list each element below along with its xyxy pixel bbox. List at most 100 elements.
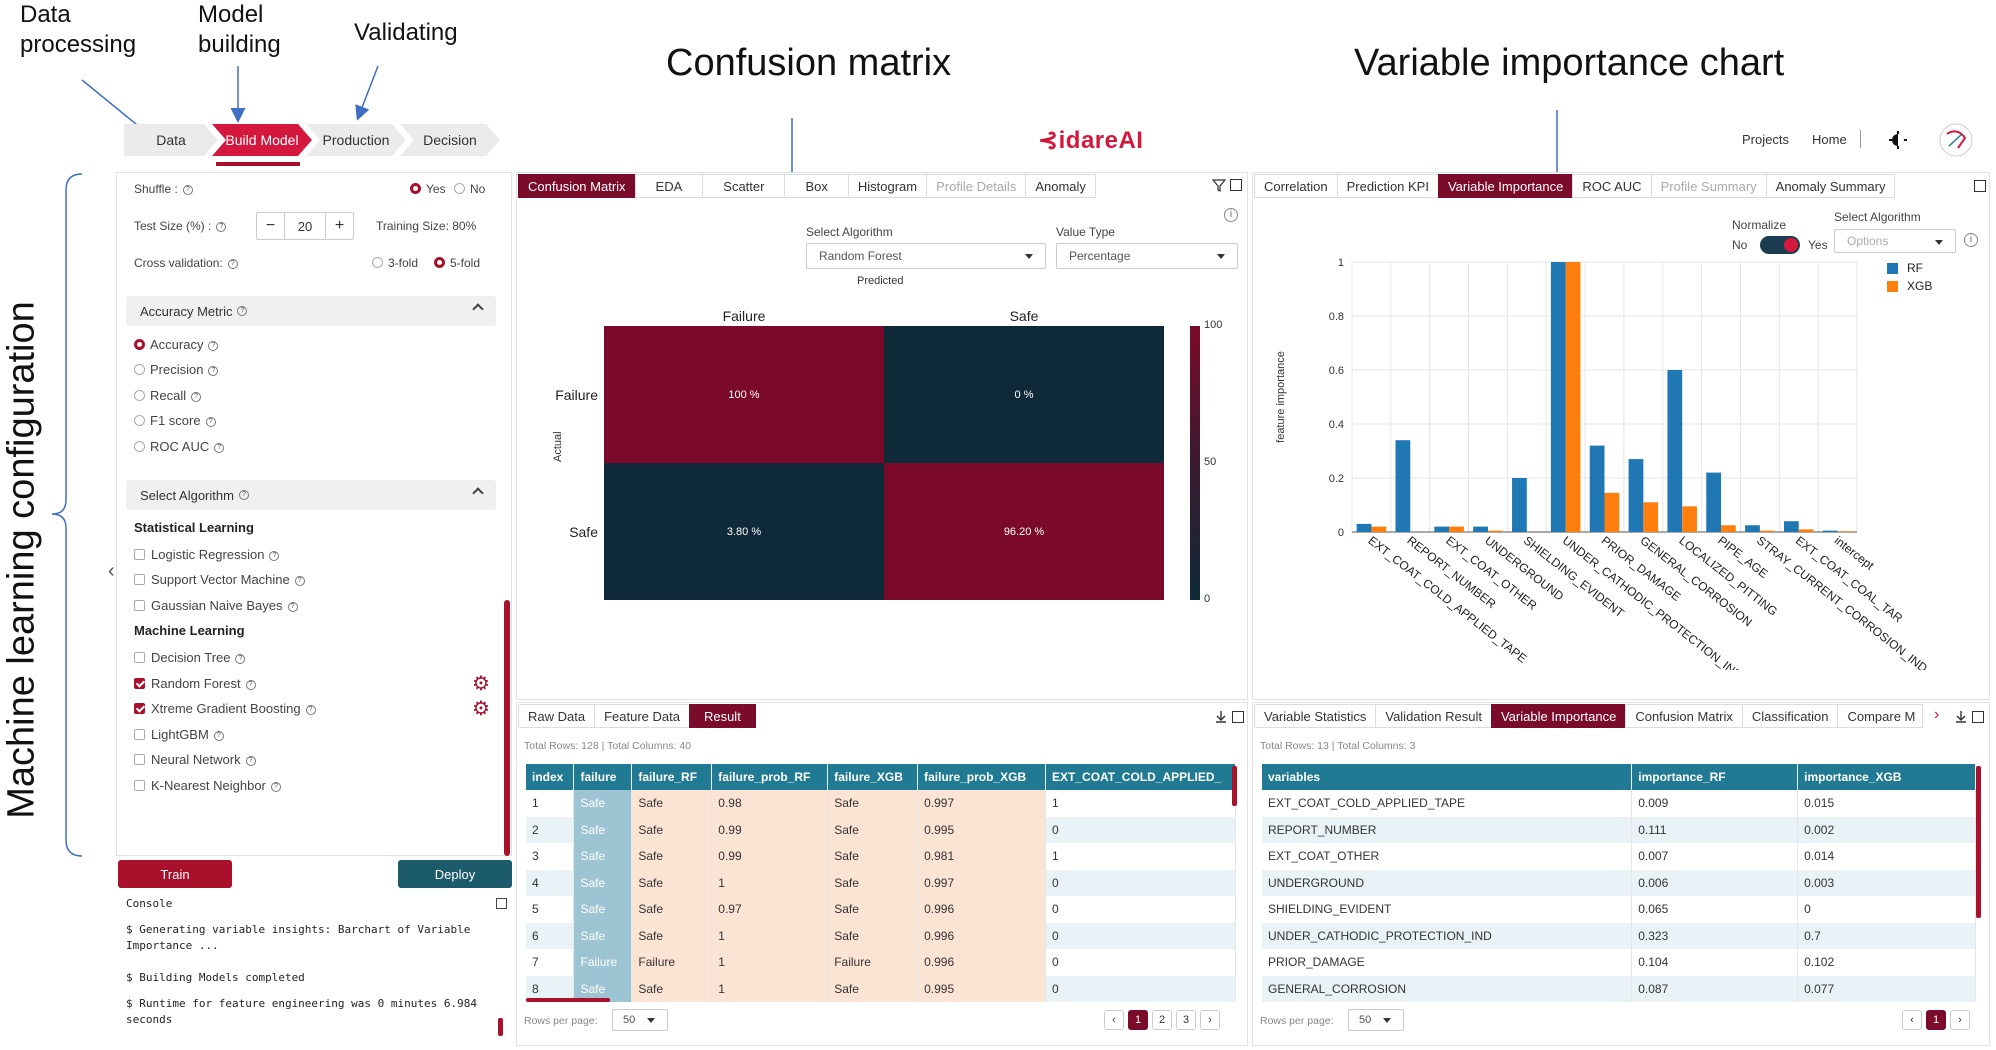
prev-page-button[interactable]: ‹ bbox=[1902, 1010, 1922, 1030]
table-row[interactable]: 7 Failure Failure 1 Failure 0.996 0 bbox=[526, 949, 1236, 976]
deploy-button[interactable]: Deploy bbox=[398, 860, 512, 888]
tab-validation-result[interactable]: Validation Result bbox=[1375, 704, 1491, 728]
algo-xgboost[interactable]: Xtreme Gradient Boosting? bbox=[134, 701, 316, 716]
page-button[interactable]: 1 bbox=[1128, 1010, 1148, 1030]
step-data[interactable]: Data bbox=[124, 124, 218, 156]
user-avatar-icon[interactable] bbox=[1938, 122, 1974, 158]
tab-anomaly[interactable]: Anomaly bbox=[1025, 174, 1096, 198]
vi-table-vscrollbar[interactable] bbox=[1976, 766, 1981, 918]
vi-column-header[interactable]: variables bbox=[1262, 764, 1633, 790]
table-row[interactable]: PRIOR_DAMAGE 0.104 0.102 bbox=[1262, 949, 1976, 976]
metric-recall[interactable]: Recall? bbox=[134, 388, 202, 403]
tab-correlation[interactable]: Correlation bbox=[1254, 174, 1337, 198]
tab-confusion-matrix-table[interactable]: Confusion Matrix bbox=[1625, 704, 1742, 728]
prev-page-button[interactable]: ‹ bbox=[1104, 1010, 1124, 1030]
cv-3fold-radio[interactable]: 3-fold bbox=[372, 256, 418, 270]
metric-f1[interactable]: F1 score? bbox=[134, 413, 216, 428]
algo-knn[interactable]: K-Nearest Neighbor? bbox=[134, 778, 281, 793]
tab-histogram[interactable]: Histogram bbox=[847, 174, 927, 198]
tab-compare-models[interactable]: Compare M bbox=[1837, 704, 1924, 728]
result-column-header[interactable]: EXT_COAT_COLD_APPLIED_ bbox=[1045, 764, 1236, 790]
page-button[interactable]: 1 bbox=[1926, 1010, 1946, 1030]
test-size-input[interactable]: 20 bbox=[297, 218, 313, 234]
vi-rows-per-page-select[interactable]: 50 bbox=[1348, 1009, 1404, 1031]
table-row[interactable]: 2 Safe Safe 0.99 Safe 0.995 0 bbox=[526, 816, 1236, 843]
console-maximize-icon[interactable] bbox=[496, 898, 507, 909]
tab-variable-importance-table[interactable]: Variable Importance bbox=[1490, 704, 1626, 728]
step-production[interactable]: Production bbox=[306, 124, 406, 156]
table-row[interactable]: 8 Safe Safe 1 Safe 0.995 0 bbox=[526, 975, 1236, 1002]
result-rows-per-page-select[interactable]: 50 bbox=[612, 1009, 668, 1031]
next-page-button[interactable]: › bbox=[1200, 1010, 1220, 1030]
decrement-button[interactable]: − bbox=[257, 213, 285, 239]
tab-profile-summary[interactable]: Profile Summary bbox=[1650, 174, 1766, 198]
tabs-scroll-right-icon[interactable]: › bbox=[1934, 706, 1940, 723]
metric-precision[interactable]: Precision? bbox=[134, 362, 219, 377]
result-column-header[interactable]: failure_RF bbox=[631, 764, 713, 790]
vi-column-header[interactable]: importance_RF bbox=[1631, 764, 1799, 790]
xgboost-settings-gear-icon[interactable]: ⚙ bbox=[472, 698, 490, 720]
metric-accuracy[interactable]: Accuracy? bbox=[134, 337, 219, 352]
table-row[interactable]: 1 Safe Safe 0.98 Safe 0.997 1 bbox=[526, 790, 1236, 817]
random-forest-settings-gear-icon[interactable]: ⚙ bbox=[472, 673, 490, 695]
algo-lightgbm[interactable]: LightGBM? bbox=[134, 727, 224, 742]
algo-gaussian-nb[interactable]: Gaussian Naive Bayes? bbox=[134, 598, 298, 613]
vi-maximize-icon[interactable] bbox=[1974, 180, 1986, 192]
algo-neural-network[interactable]: Neural Network? bbox=[134, 752, 256, 767]
nav-home[interactable]: Home bbox=[1812, 132, 1847, 147]
accuracy-metric-header[interactable]: Accuracy Metric? bbox=[126, 296, 496, 326]
table-row[interactable]: GENERAL_CORROSION 0.087 0.077 bbox=[1262, 975, 1976, 1002]
metric-roc-auc[interactable]: ROC AUC? bbox=[134, 439, 225, 454]
table-row[interactable]: 5 Safe Safe 0.97 Safe 0.996 0 bbox=[526, 896, 1236, 923]
result-column-header[interactable]: failure_prob_XGB bbox=[917, 764, 1047, 790]
tab-scatter[interactable]: Scatter bbox=[702, 174, 785, 198]
result-maximize-icon[interactable] bbox=[1232, 711, 1244, 723]
collapse-panel-button[interactable]: ‹ bbox=[108, 560, 115, 582]
vi-algorithm-select[interactable]: Options bbox=[1834, 229, 1956, 253]
table-row[interactable]: 3 Safe Safe 0.99 Safe 0.981 1 bbox=[526, 843, 1236, 870]
table-row[interactable]: 4 Safe Safe 1 Safe 0.997 0 bbox=[526, 869, 1236, 896]
next-page-button[interactable]: › bbox=[1950, 1010, 1970, 1030]
algo-logistic-regression[interactable]: Logistic Regression? bbox=[134, 547, 280, 562]
table-row[interactable]: UNDER_CATHODIC_PROTECTION_IND 0.323 0.7 bbox=[1262, 922, 1976, 949]
table-row[interactable]: EXT_COAT_COLD_APPLIED_TAPE 0.009 0.015 bbox=[1262, 790, 1976, 817]
shuffle-no-radio[interactable]: No bbox=[454, 182, 485, 196]
table-row[interactable]: UNDERGROUND 0.006 0.003 bbox=[1262, 869, 1976, 896]
tab-classification[interactable]: Classification bbox=[1741, 704, 1838, 728]
result-column-header[interactable]: failure_XGB bbox=[827, 764, 919, 790]
normalize-toggle[interactable] bbox=[1760, 236, 1800, 254]
train-button[interactable]: Train bbox=[118, 860, 232, 888]
config-scrollbar[interactable] bbox=[504, 600, 510, 856]
result-column-header[interactable]: failure_prob_RF bbox=[711, 764, 829, 790]
shuffle-yes-radio[interactable]: Yes bbox=[410, 182, 446, 196]
info-icon[interactable]: i bbox=[1964, 233, 1978, 247]
cm-maximize-icon[interactable] bbox=[1230, 179, 1242, 191]
nav-projects[interactable]: Projects bbox=[1742, 132, 1789, 147]
page-button[interactable]: 2 bbox=[1152, 1010, 1172, 1030]
tab-variable-importance[interactable]: Variable Importance bbox=[1437, 174, 1573, 198]
download-icon[interactable] bbox=[1214, 710, 1228, 724]
step-decision[interactable]: Decision bbox=[400, 124, 500, 156]
algo-decision-tree[interactable]: Decision Tree? bbox=[134, 650, 246, 665]
tab-variable-statistics[interactable]: Variable Statistics bbox=[1254, 704, 1376, 728]
result-column-header[interactable]: index bbox=[526, 764, 575, 790]
increment-button[interactable]: + bbox=[325, 213, 353, 239]
theme-toggle-icon[interactable] bbox=[1888, 130, 1908, 150]
algo-random-forest[interactable]: Random Forest? bbox=[134, 676, 256, 691]
tab-profile-details[interactable]: Profile Details bbox=[926, 174, 1026, 198]
table-row[interactable]: SHIELDING_EVIDENT 0.065 0 bbox=[1262, 896, 1976, 923]
result-vscrollbar[interactable] bbox=[1232, 766, 1237, 806]
download-icon[interactable] bbox=[1954, 710, 1968, 724]
table-row[interactable]: 6 Safe Safe 1 Safe 0.996 0 bbox=[526, 922, 1236, 949]
filter-icon[interactable] bbox=[1212, 178, 1226, 192]
console-scrollbar[interactable] bbox=[498, 1018, 503, 1036]
tab-roc-auc[interactable]: ROC AUC bbox=[1572, 174, 1651, 198]
tab-result[interactable]: Result bbox=[688, 704, 756, 728]
tab-prediction-kpi[interactable]: Prediction KPI bbox=[1336, 174, 1438, 198]
tab-eda[interactable]: EDA bbox=[634, 174, 703, 198]
result-hscrollbar[interactable] bbox=[526, 998, 610, 1002]
info-icon[interactable]: i bbox=[1224, 208, 1238, 222]
tab-box[interactable]: Box bbox=[784, 174, 848, 198]
vi-column-header[interactable]: importance_XGB bbox=[1797, 764, 1976, 790]
tab-feature-data[interactable]: Feature Data bbox=[594, 704, 689, 728]
